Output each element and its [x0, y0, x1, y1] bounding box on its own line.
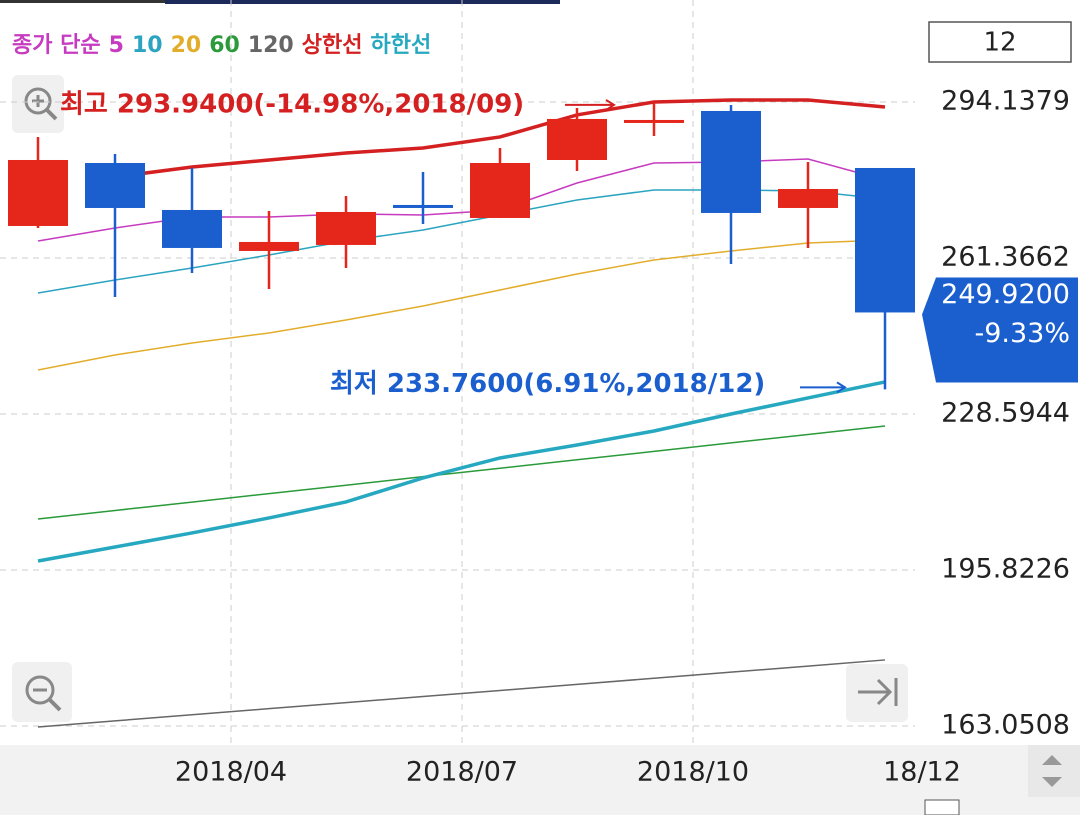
last-change: -9.33% — [974, 318, 1070, 349]
scroll-icon — [1042, 755, 1062, 787]
y-tick-label: 294.1379 — [941, 85, 1070, 116]
x-tick-label: 2018/04 — [175, 757, 287, 788]
legend-entry: 5 — [109, 33, 124, 58]
candle-body — [162, 209, 222, 248]
y-tick-label: 195.8226 — [941, 553, 1070, 584]
candle-body — [547, 118, 607, 160]
handle[interactable] — [924, 799, 960, 816]
candle-body — [778, 188, 838, 208]
annotation-arrow — [565, 99, 616, 111]
legend-entry: 상한선 — [302, 33, 363, 58]
legend-entry: 20 — [171, 33, 202, 58]
zoom-in-icon — [45, 108, 58, 121]
legend: 종가 단순 5 10 20 60 120 상한선 하한선 — [12, 33, 431, 58]
high-annotation: 최고 293.9400(-14.98%,2018/09) — [60, 89, 524, 119]
line-series — [37, 425, 886, 520]
zoom-out-button[interactable] — [12, 662, 72, 722]
legend-entry: 10 — [132, 33, 163, 58]
candle-body — [316, 211, 376, 245]
go-latest-icon — [858, 678, 898, 706]
legend-entry: 하한선 — [370, 33, 431, 58]
candle-body — [470, 162, 530, 218]
line-series — [37, 659, 886, 728]
zoom-in-icon — [24, 87, 52, 115]
tab-strip — [0, 0, 290, 3]
period-box[interactable] — [928, 21, 1072, 63]
x-tick-label: 2018/07 — [406, 757, 518, 788]
x-tick-label: 2018/10 — [637, 757, 749, 788]
y-tick-label: 261.3662 — [941, 241, 1070, 272]
low-annotation: 최저 233.7600(6.91%,2018/12) — [330, 369, 765, 399]
annotation-arrow — [800, 381, 847, 394]
x-tick-label: 18/12 — [883, 757, 961, 788]
last-price: 249.9200 — [941, 279, 1070, 310]
tab-strip — [165, 0, 560, 4]
zoom-out-icon — [48, 698, 62, 712]
candle-body — [855, 167, 915, 313]
period[interactable]: 12 — [983, 28, 1016, 58]
scroll-button[interactable] — [1028, 745, 1080, 797]
candle-body — [8, 159, 68, 226]
last-price-tag — [922, 277, 1078, 383]
x-axis-band — [0, 745, 1080, 815]
y-tick-label: 163.0508 — [941, 709, 1070, 740]
legend-entry: 120 — [248, 33, 294, 58]
y-tick-label: 228.5944 — [941, 397, 1070, 428]
candle-body — [701, 110, 761, 213]
line-series — [114, 98, 886, 179]
zoom-out-icon — [25, 675, 55, 705]
line-series — [37, 380, 886, 563]
candle-body — [393, 204, 453, 208]
candle-body — [624, 119, 684, 123]
legend-title: 종가 단순 — [12, 33, 101, 58]
candle-body — [239, 241, 299, 251]
candle-body — [85, 162, 145, 208]
line-series — [37, 239, 886, 371]
legend-entry: 60 — [209, 33, 240, 58]
